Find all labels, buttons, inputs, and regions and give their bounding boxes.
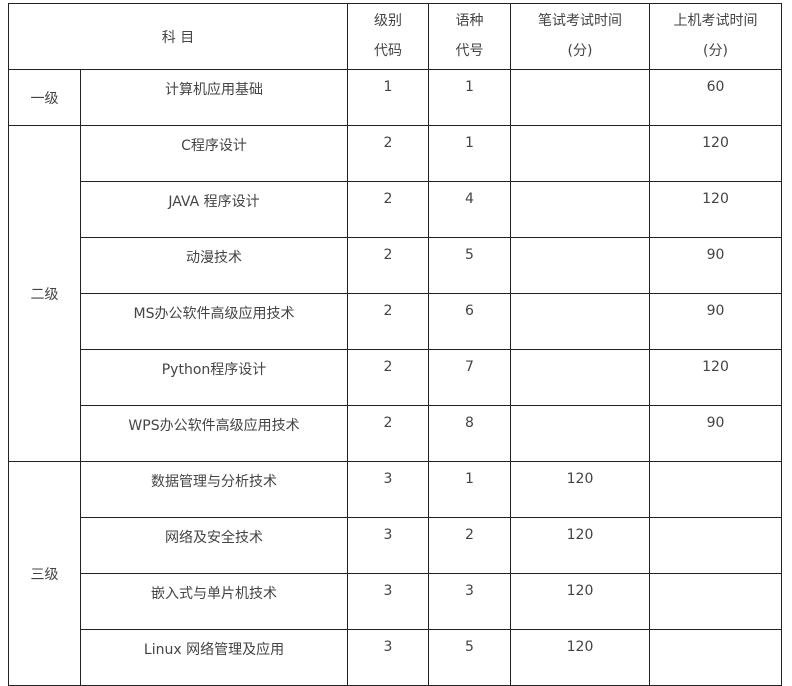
level-code-cell: 3 [347,629,429,686]
header-written-time: 笔试考试时间 (分) [510,3,650,70]
header-text: 语种 [455,13,484,29]
header-text: 上机考试时间 [673,13,758,29]
lang-code-cell: 6 [428,293,511,350]
subject-cell: WPS办公软件高级应用技术 [80,405,348,462]
level-code-cell: 3 [347,517,429,574]
written-time-cell: 120 [510,573,650,630]
level-code-cell: 2 [347,181,429,238]
level-cell: 三级 [8,461,81,686]
lang-code-cell: 7 [428,349,511,406]
exam-subjects-table: 科 目 级别代码 语种代号 笔试考试时间 (分) 上机考试时间 (分) 一级 计算机应… [8,3,782,686]
lang-code-cell: 1 [428,69,511,126]
subject-cell: MS办公软件高级应用技术 [80,293,348,350]
machine-time-cell: 120 [649,125,782,182]
machine-time-cell: 60 [649,69,782,126]
level-cell: 一级 [8,69,81,126]
header-text: (分) [567,43,593,59]
header-subject: 科 目 [8,3,348,70]
subject-cell: 嵌入式与单片机技术 [80,573,348,630]
written-time-cell: 120 [510,517,650,574]
written-time-cell [510,349,650,406]
written-time-cell [510,237,650,294]
level-code-cell: 2 [347,125,429,182]
subject-cell: JAVA 程序设计 [80,181,348,238]
table-row: 动漫技术 2 5 90 [9,237,782,294]
table-row: Linux 网络管理及应用 3 5 120 [9,629,782,686]
header-text: (分) [703,43,728,59]
level-code-cell: 2 [347,293,429,350]
lang-code-cell: 2 [428,517,511,574]
table-row: 一级 计算机应用基础 1 1 60 [8,69,782,126]
lang-code-cell: 1 [428,461,511,518]
machine-time-cell [649,573,782,630]
lang-code-cell: 5 [428,629,511,686]
header-lang-code: 语种 代号 [428,3,511,70]
machine-time-cell [649,461,782,518]
lang-code-cell: 3 [428,573,511,630]
table-row: 网络及安全技术 3 2 120 [9,517,782,574]
table-row: WPS办公软件高级应用技术 2 8 90 [9,405,782,462]
table-row: MS办公软件高级应用技术 2 6 90 [9,293,782,350]
lang-code-cell: 8 [428,405,511,462]
subject-cell: C程序设计 [80,125,348,182]
machine-time-cell: 90 [649,293,782,350]
table-row: JAVA 程序设计 2 4 120 [9,181,782,238]
table-row: 二级 C程序设计 2 1 120 [8,125,782,462]
machine-time-cell: 90 [649,405,782,462]
lang-code-cell: 1 [428,125,511,182]
subject-cell: 动漫技术 [80,237,348,294]
header-level-code: 级别 代码 [347,3,429,70]
header-text: 笔试考试时间 [538,13,622,29]
lang-code-cell: 4 [428,181,511,238]
table-row: 嵌入式与单片机技术 3 3 120 [9,573,782,630]
level-code-cell: 3 [347,461,429,518]
machine-time-cell: 120 [649,349,782,406]
lang-code-cell: 5 [428,237,511,294]
machine-time-cell [649,517,782,574]
written-time-cell [510,181,650,238]
machine-time-cell: 90 [649,237,782,294]
header-row: 科 目 级别代码 语种代号 笔试考试时间 (分) 上机考试时间 (分) [8,3,782,70]
written-time-cell [510,293,650,350]
header-text: 代号 [455,43,484,59]
subject-cell: Linux 网络管理及应用 [80,629,348,686]
level-cell: 二级 [8,125,81,462]
written-time-cell [510,69,650,126]
level-code-cell: 2 [347,349,429,406]
written-time-cell [510,405,650,462]
written-time-cell: 120 [510,629,650,686]
subject-cell: Python程序设计 [80,349,348,406]
level-code-cell: 2 [347,237,429,294]
level-code-cell: 2 [347,405,429,462]
level-code-cell: 1 [347,69,429,126]
level-code-cell: 3 [347,573,429,630]
written-time-cell: 120 [510,461,650,518]
table-row: 三级 数据管理与分析技术 3 1 120 [8,461,782,686]
table-row: Python程序设计 2 7 120 [9,349,782,406]
header-text: 代码 [374,43,402,59]
header-text: 级别 [374,13,402,29]
machine-time-cell [649,629,782,686]
subject-cell: 网络及安全技术 [80,517,348,574]
subject-cell: 计算机应用基础 [80,69,348,126]
header-machine-time: 上机考试时间 (分) [649,3,782,70]
machine-time-cell: 120 [649,181,782,238]
written-time-cell [510,125,650,182]
subject-cell: 数据管理与分析技术 [80,461,348,518]
